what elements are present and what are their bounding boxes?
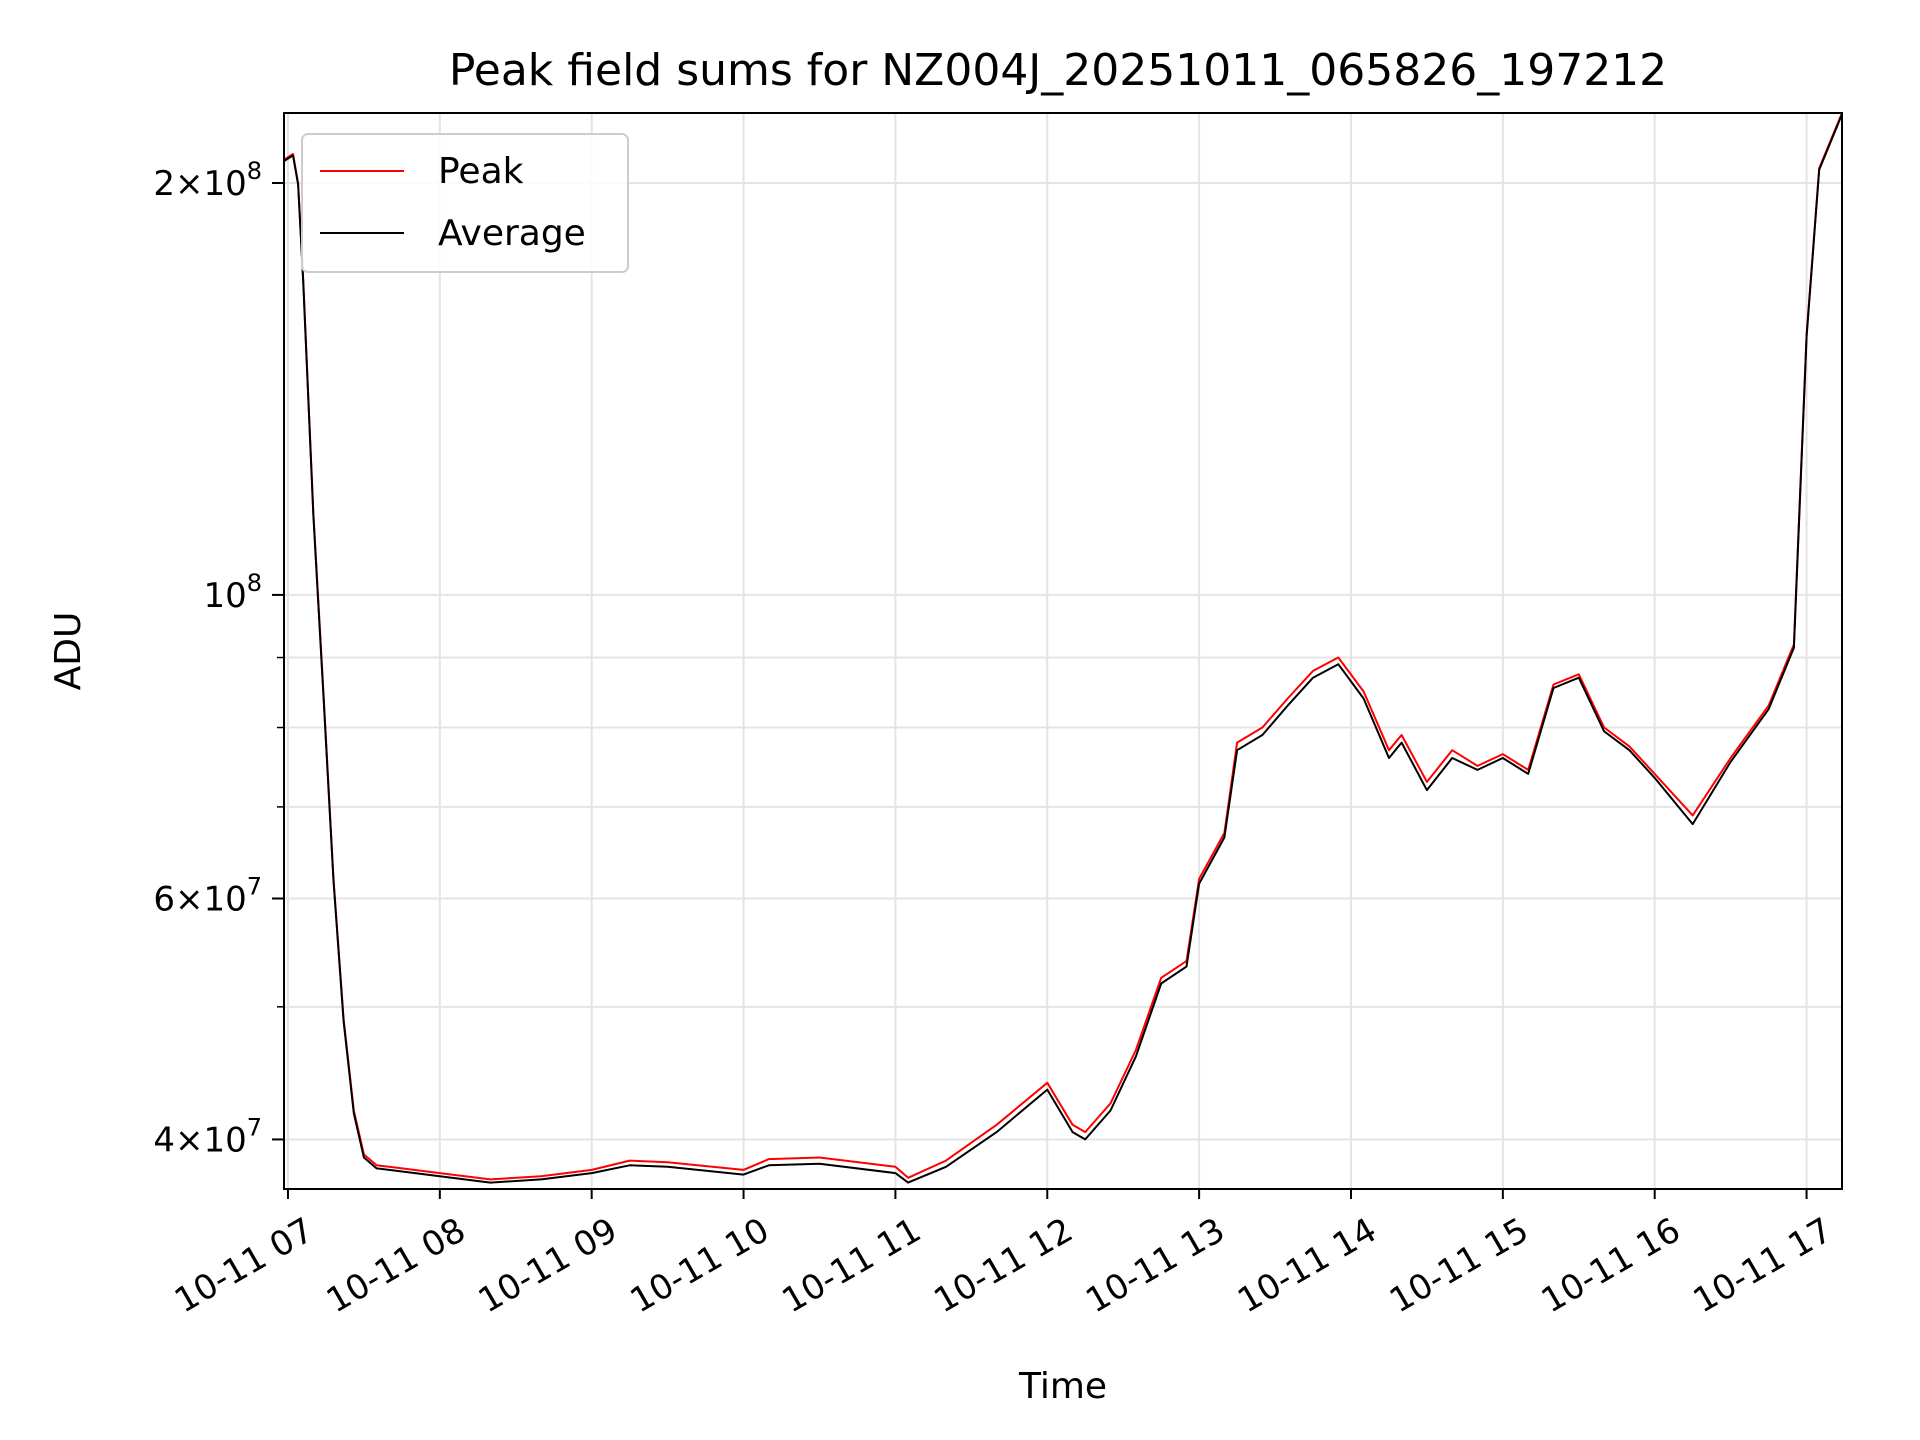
- series-layer: [283, 112, 1843, 1184]
- chart-title: Peak field sums for NZ004J_20251011_0658…: [449, 45, 1667, 96]
- y-tick-label: 6×107: [153, 872, 262, 919]
- series-line-average: [283, 113, 1843, 1184]
- y-axis-label: ADU: [48, 612, 89, 691]
- plot-frame: [283, 112, 1843, 1190]
- legend-average-label: Average: [438, 213, 586, 254]
- y-tick-label: 2×108: [153, 157, 262, 204]
- legend-peak-label: Peak: [438, 151, 524, 192]
- series-line-peak: [283, 112, 1843, 1181]
- legend: Peak Average: [301, 133, 629, 273]
- y-tick-label: 4×107: [153, 1113, 262, 1160]
- x-axis-label: Time: [1018, 1366, 1107, 1407]
- legend-box: [301, 133, 629, 273]
